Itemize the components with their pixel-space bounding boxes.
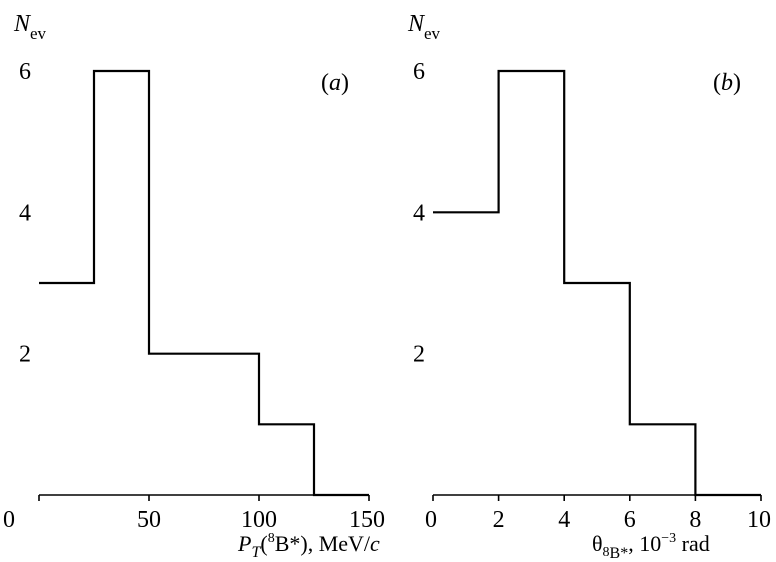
y-axis-label-a: Nev: [13, 11, 47, 43]
y-tick-label-b-6: 6: [413, 59, 425, 85]
x-ticks-a: 0 50 100 150: [3, 495, 385, 533]
y-axis-label-b: Nev: [407, 11, 441, 43]
x-tick-label-a-100: 100: [241, 507, 277, 533]
x-tick-label-a-0: 0: [3, 507, 15, 533]
x-tick-label-a-150: 150: [349, 507, 385, 533]
y-tick-label-a-6: 6: [19, 59, 31, 85]
x-tick-label-a-50: 50: [137, 507, 161, 533]
panel-label-b: (b): [713, 70, 741, 96]
y-ticks-a: 2 4 6: [19, 59, 31, 368]
x-tick-label-b-4: 4: [558, 507, 570, 533]
y-tick-label-b-4: 4: [413, 200, 425, 226]
x-tick-label-b-8: 8: [689, 507, 701, 533]
x-ticks-b: 0 2 4 6 8 10: [425, 495, 771, 533]
y-tick-label-a-2: 2: [19, 342, 31, 368]
y-tick-label-a-4: 4: [19, 200, 31, 226]
x-tick-label-b-10: 10: [747, 507, 771, 533]
x-tick-label-b-6: 6: [624, 507, 636, 533]
panel-b: Nev (b) 0 2 4 6 8 10 2 4 6 θ8B*, 10−3 rad: [407, 11, 771, 562]
panel-label-a: (a): [321, 70, 349, 96]
x-axis-label-a: PT(8B*), MeV/c: [237, 531, 380, 561]
y-tick-label-b-2: 2: [413, 342, 425, 368]
x-tick-label-b-2: 2: [493, 507, 505, 533]
x-tick-label-b-0: 0: [425, 507, 437, 533]
y-ticks-b: 2 4 6: [413, 59, 425, 368]
histogram-b: [433, 69, 761, 497]
histogram-a: [39, 69, 369, 497]
x-axis-label-b: θ8B*, 10−3 rad: [592, 531, 710, 562]
panel-a: Nev (a) 0 50 100 150 2 4 6 PT(8B*), MeV/c: [3, 11, 385, 561]
